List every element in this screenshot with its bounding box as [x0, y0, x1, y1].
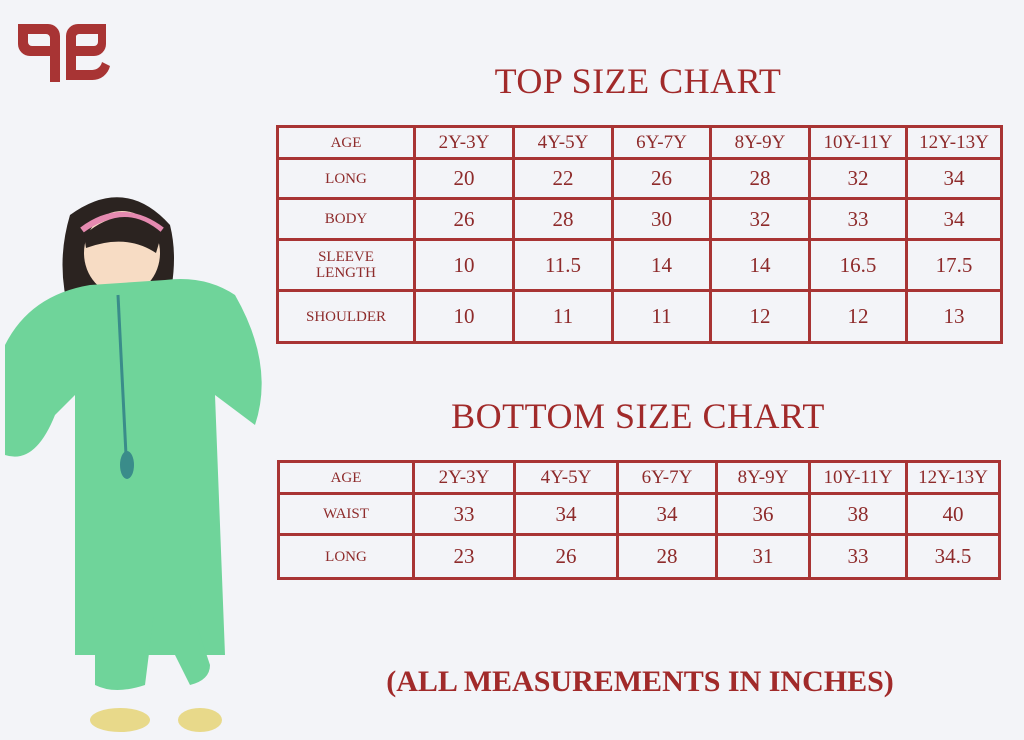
cell: 28 [709, 157, 811, 200]
cell: 14 [709, 238, 811, 292]
cell: 32 [808, 157, 908, 200]
cell: 26 [413, 197, 515, 241]
cell: 11.5 [512, 238, 614, 292]
cell: 13 [905, 289, 1003, 344]
cell: 30 [611, 197, 712, 241]
table-header-row: AGE 2Y-3Y 4Y-5Y 6Y-7Y 8Y-9Y 10Y-11Y 12Y-… [276, 125, 1003, 160]
measurement-note: (ALL MEASUREMENTS IN INCHES) [386, 665, 894, 698]
cell: 33 [412, 492, 516, 536]
row-label: LONG [276, 157, 416, 200]
cell: 16.5 [808, 238, 908, 292]
row-label: BODY [276, 197, 416, 241]
header-cell: 12Y-13Y [905, 460, 1001, 495]
cell: 34 [616, 492, 718, 536]
cell: 17.5 [905, 238, 1003, 292]
cell: 38 [808, 492, 908, 536]
table-row: SLEEVE LENGTH 10 11.5 14 14 16.5 17.5 [276, 238, 1003, 292]
header-cell: 6Y-7Y [611, 125, 712, 160]
cell: 34 [513, 492, 619, 536]
cell: 28 [616, 533, 718, 580]
table-row: WAIST 33 34 34 36 38 40 [277, 492, 1001, 536]
header-cell: 4Y-5Y [513, 460, 619, 495]
cell: 10 [413, 238, 515, 292]
cell: 11 [512, 289, 614, 344]
table-row: SHOULDER 10 11 11 12 12 13 [276, 289, 1003, 344]
header-cell: 12Y-13Y [905, 125, 1003, 160]
row-label: LONG [277, 533, 415, 580]
cell: 34.5 [905, 533, 1001, 580]
cell: 33 [808, 533, 908, 580]
top-chart-title: TOP SIZE CHART [494, 61, 782, 101]
row-label: WAIST [277, 492, 415, 536]
cell: 34 [905, 197, 1003, 241]
header-cell: 8Y-9Y [715, 460, 811, 495]
row-label: SLEEVE LENGTH [276, 238, 416, 292]
brand-logo [18, 24, 110, 82]
cell: 36 [715, 492, 811, 536]
cell: 26 [513, 533, 619, 580]
cell: 12 [808, 289, 908, 344]
header-cell: 2Y-3Y [412, 460, 516, 495]
header-cell: AGE [276, 125, 416, 160]
table-row: LONG 23 26 28 31 33 34.5 [277, 533, 1001, 580]
header-cell: AGE [277, 460, 415, 495]
header-cell: 8Y-9Y [709, 125, 811, 160]
cell: 31 [715, 533, 811, 580]
header-cell: 4Y-5Y [512, 125, 614, 160]
cell: 40 [905, 492, 1001, 536]
cell: 12 [709, 289, 811, 344]
header-cell: 2Y-3Y [413, 125, 515, 160]
header-cell: 10Y-11Y [808, 460, 908, 495]
header-cell: 6Y-7Y [616, 460, 718, 495]
table-header-row: AGE 2Y-3Y 4Y-5Y 6Y-7Y 8Y-9Y 10Y-11Y 12Y-… [277, 460, 1001, 495]
table-row: LONG 20 22 26 28 32 34 [276, 157, 1003, 200]
cell: 20 [413, 157, 515, 200]
cell: 26 [611, 157, 712, 200]
top-size-table: AGE 2Y-3Y 4Y-5Y 6Y-7Y 8Y-9Y 10Y-11Y 12Y-… [276, 125, 1003, 344]
header-cell: 10Y-11Y [808, 125, 908, 160]
bottom-chart-title: BOTTOM SIZE CHART [451, 396, 825, 436]
cell: 32 [709, 197, 811, 241]
bottom-size-table: AGE 2Y-3Y 4Y-5Y 6Y-7Y 8Y-9Y 10Y-11Y 12Y-… [277, 460, 1001, 580]
row-label: SHOULDER [276, 289, 416, 344]
cell: 14 [611, 238, 712, 292]
cell: 22 [512, 157, 614, 200]
cell: 23 [412, 533, 516, 580]
table-row: BODY 26 28 30 32 33 34 [276, 197, 1003, 241]
cell: 28 [512, 197, 614, 241]
cell: 34 [905, 157, 1003, 200]
cell: 10 [413, 289, 515, 344]
girl-illustration [5, 197, 262, 732]
cell: 33 [808, 197, 908, 241]
cell: 11 [611, 289, 712, 344]
